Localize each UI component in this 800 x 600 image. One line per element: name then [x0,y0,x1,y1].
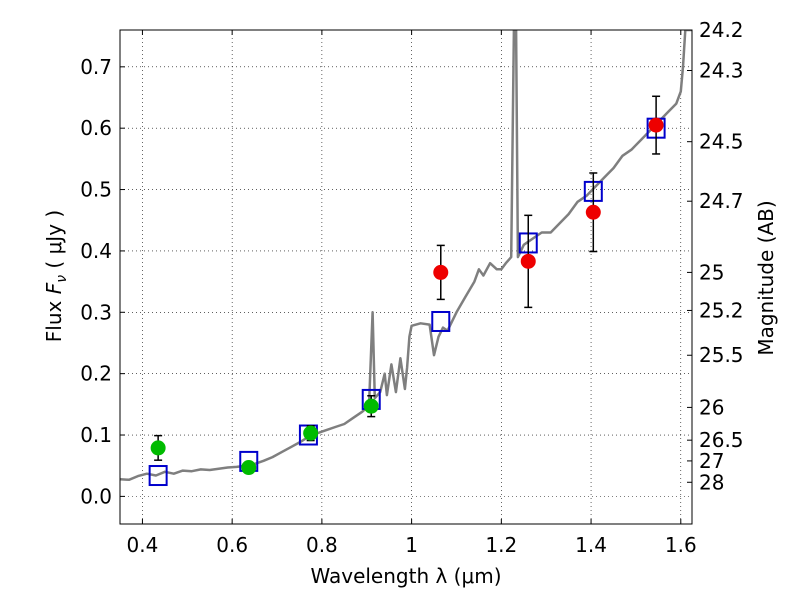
right-tick-label: 27 [699,449,724,473]
x-tick-label: 0.4 [127,533,159,557]
data-series [120,30,692,487]
right-tick-label: 24.2 [699,18,744,42]
y-tick-label: 0.1 [80,423,112,447]
green-data-point [241,460,257,476]
red-data-point [585,204,601,220]
right-tick-label: 24.7 [699,189,744,213]
y-tick-label: 0.2 [80,362,112,386]
red-data-point [520,253,536,269]
y-axis-title: Flux Fν ( μJy ) [42,210,70,342]
x-tick-label: 1 [405,533,418,557]
right-tick-label: 24.3 [699,59,744,83]
right-tick-label: 25.2 [699,298,744,322]
red-data-point [433,264,449,280]
y-tick-label: 0.3 [80,300,112,324]
green-data-point [150,440,166,456]
y-tick-label: 0.5 [80,178,112,202]
axis-ticks: 0.4 0.6 0.8 1 1.2 1.4 1.6 0.0 0.1 0.2 0.3 0.4 0.5 0.6… [80,18,743,557]
red-data-point [648,117,664,133]
x-tick-label: 0.8 [306,533,338,557]
green-data-point [363,398,379,414]
right-tick-label: 26 [699,395,724,419]
right-axis-title: Magnitude (AB) [754,200,778,355]
right-tick-label: 24.5 [699,130,744,154]
model-photometry-square [148,465,168,487]
x-tick-label: 0.6 [216,533,248,557]
right-tick-label: 25 [699,260,724,284]
x-tick-label: 1.6 [665,533,697,557]
y-tick-label: 0.0 [80,484,112,508]
y-tick-label: 0.6 [80,116,112,140]
plot-frame [119,29,693,525]
right-tick-label: 26.5 [699,428,744,452]
green-data-point [303,425,319,441]
y-tick-label: 0.7 [80,55,112,79]
spectrum-line [120,30,692,482]
x-axis-title: Wavelength λ (μm) [310,564,501,588]
right-tick-label: 25.5 [699,343,744,367]
y-tick-label: 0.4 [80,239,112,263]
x-tick-label: 1.4 [575,533,607,557]
right-tick-label: 28 [699,470,724,494]
model-photometry-square [431,310,451,332]
x-tick-label: 1.2 [485,533,517,557]
gridlines [120,30,692,524]
